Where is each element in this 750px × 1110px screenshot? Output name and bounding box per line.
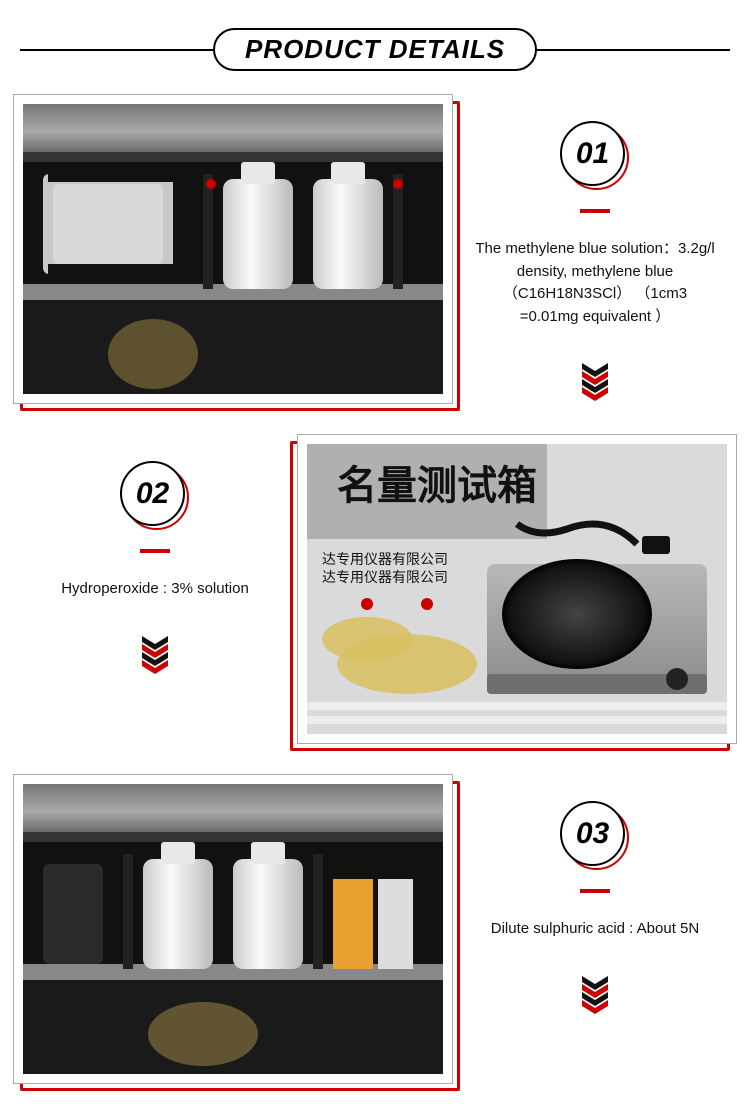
detail-row-2: 名量测试箱 达专用仪器有限公司 达专用仪器有限公司 bbox=[20, 441, 730, 751]
chevron-down-icon bbox=[582, 976, 608, 1016]
chevron-down-icon bbox=[582, 363, 608, 403]
svg-text:名量测试箱: 名量测试箱 bbox=[337, 464, 537, 508]
step-number-badge: 03 bbox=[560, 801, 630, 871]
accent-underline bbox=[580, 889, 610, 893]
section-header: PRODUCT DETAILS bbox=[0, 28, 750, 71]
product-photo-2: 名量测试箱 达专用仪器有限公司 达专用仪器有限公司 bbox=[306, 443, 728, 735]
accent-underline bbox=[580, 209, 610, 213]
product-photo-1 bbox=[22, 103, 444, 395]
chevron-down-icon bbox=[142, 636, 168, 676]
image-frame: 名量测试箱 达专用仪器有限公司 达专用仪器有限公司 bbox=[290, 441, 730, 751]
step-number: 01 bbox=[576, 137, 609, 171]
step-number: 02 bbox=[136, 477, 169, 511]
step-description: The methylene blue solution：3.2g/l densi… bbox=[475, 238, 715, 328]
info-col-3: 03 Dilute sulphuric acid : About 5N bbox=[460, 781, 730, 1091]
step-number-badge: 02 bbox=[120, 461, 190, 531]
step-description: Dilute sulphuric acid : About 5N bbox=[491, 918, 699, 941]
accent-underline bbox=[140, 549, 170, 553]
image-frame bbox=[20, 781, 460, 1091]
product-photo-3 bbox=[22, 783, 444, 1075]
header-title: PRODUCT DETAILS bbox=[245, 34, 505, 64]
svg-text:达专用仪器有限公司: 达专用仪器有限公司 bbox=[322, 569, 448, 585]
step-description: Hydroperoxide : 3% solution bbox=[61, 578, 249, 601]
step-number-badge: 01 bbox=[560, 121, 630, 191]
detail-row-1: 01 The methylene blue solution：3.2g/l de… bbox=[20, 101, 730, 411]
step-number: 03 bbox=[576, 817, 609, 851]
svg-text:达专用仪器有限公司: 达专用仪器有限公司 bbox=[322, 551, 448, 567]
image-frame bbox=[20, 101, 460, 411]
info-col-2: 02 Hydroperoxide : 3% solution bbox=[20, 441, 290, 751]
header-badge: PRODUCT DETAILS bbox=[213, 28, 537, 71]
rule-left bbox=[20, 49, 215, 51]
info-col-1: 01 The methylene blue solution：3.2g/l de… bbox=[460, 101, 730, 411]
detail-row-3: 03 Dilute sulphuric acid : About 5N bbox=[20, 781, 730, 1091]
rule-right bbox=[535, 49, 730, 51]
